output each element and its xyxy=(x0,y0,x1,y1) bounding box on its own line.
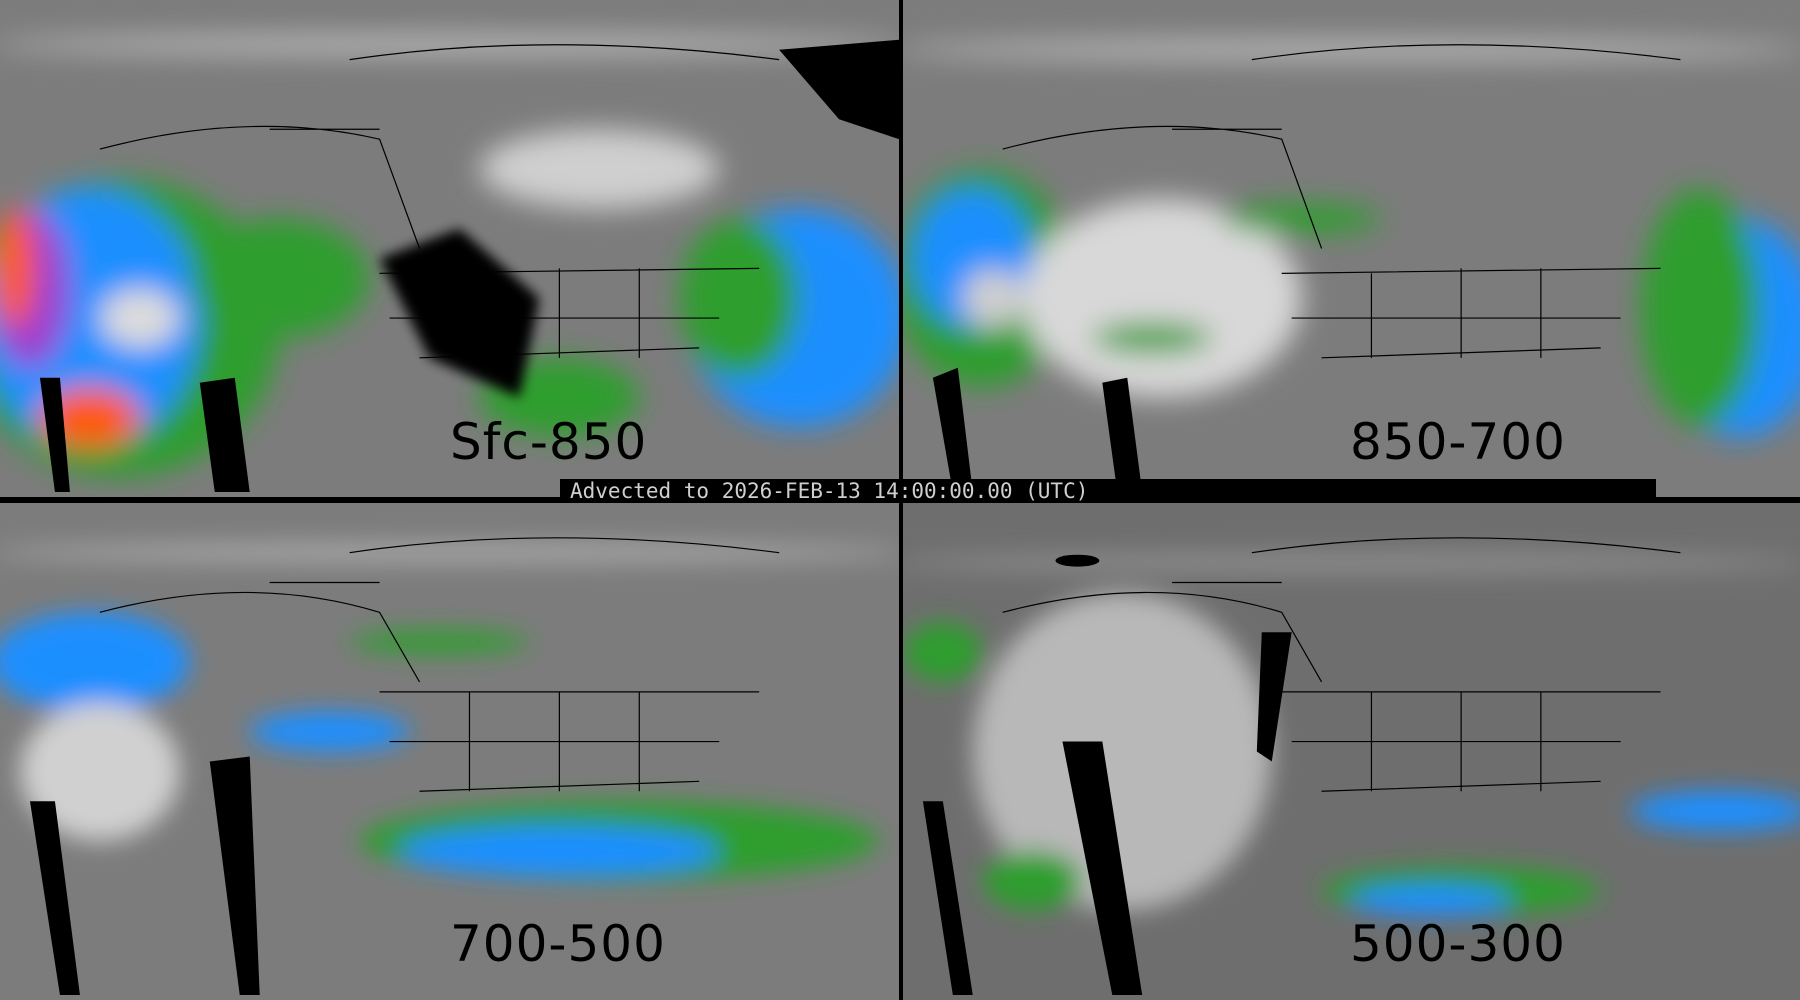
layer-label: 500-300 xyxy=(1350,915,1566,973)
map-700-500 xyxy=(0,503,899,1000)
layer-label: Sfc-850 xyxy=(450,413,648,471)
panel-sfc-850: Sfc-850 xyxy=(0,0,899,497)
panel-500-300: 500-300 xyxy=(903,503,1800,1000)
map-500-300 xyxy=(903,503,1800,1000)
layer-label: 700-500 xyxy=(450,915,666,973)
layer-label: 850-700 xyxy=(1350,413,1566,471)
panel-700-500: 700-500 xyxy=(0,503,899,1000)
panel-850-700: 850-700 xyxy=(903,0,1800,497)
advection-time-banner: Advected to 2026-FEB-13 14:00:00.00 (UTC… xyxy=(560,479,1656,503)
map-sfc-850 xyxy=(0,0,899,497)
map-850-700 xyxy=(903,0,1800,497)
